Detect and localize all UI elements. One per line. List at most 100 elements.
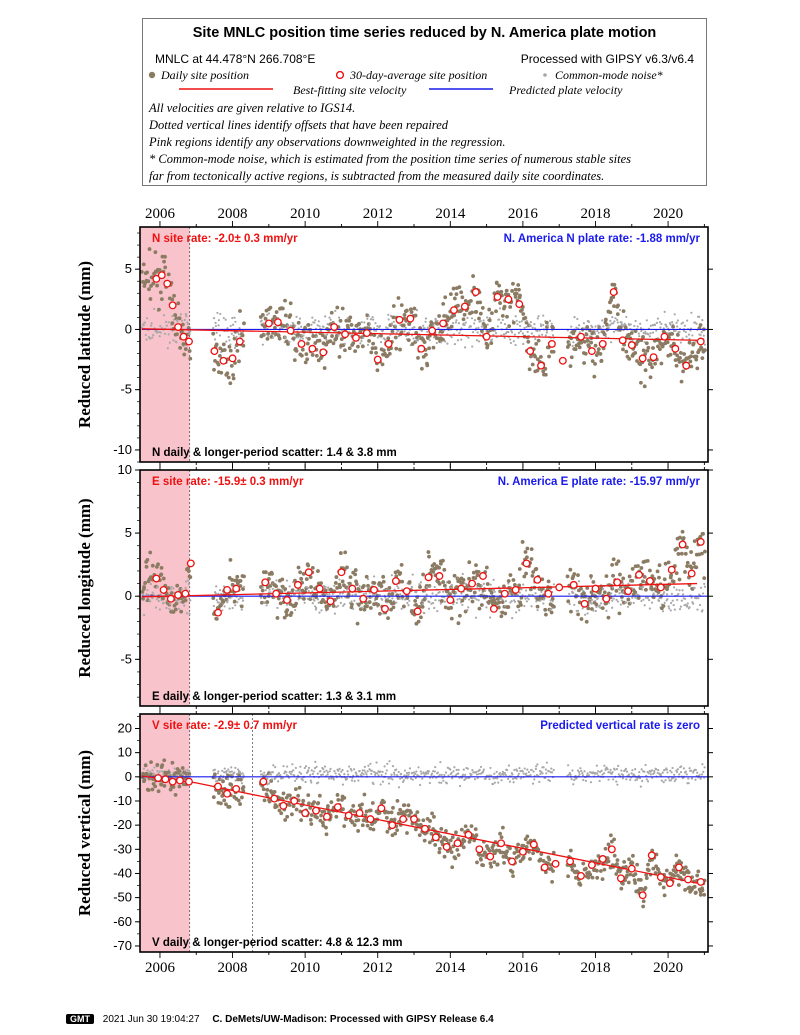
common-mode-point — [492, 588, 496, 592]
common-mode-point — [307, 590, 310, 593]
daily-point — [406, 338, 411, 343]
common-mode-point — [335, 605, 338, 609]
daily-point — [156, 562, 160, 567]
common-mode-point — [649, 332, 652, 335]
monthly-average-point — [675, 863, 683, 872]
daily-point — [672, 873, 677, 878]
daily-point — [321, 823, 326, 828]
daily-point — [226, 375, 231, 380]
monthly-average-point — [420, 824, 429, 833]
common-mode-point — [316, 598, 320, 601]
daily-point — [650, 587, 654, 592]
daily-point — [170, 297, 175, 302]
daily-point — [437, 850, 442, 855]
common-mode-point — [581, 607, 584, 610]
common-mode-point — [300, 597, 303, 600]
daily-point — [494, 848, 499, 853]
daily-point — [626, 332, 631, 337]
common-mode-point — [581, 772, 584, 775]
daily-point — [448, 292, 453, 296]
daily-point — [140, 589, 145, 594]
common-mode-point — [588, 601, 592, 604]
daily-point — [217, 353, 222, 358]
common-mode-point — [186, 768, 189, 772]
common-mode-point — [514, 315, 517, 318]
common-mode-point — [617, 773, 620, 776]
monthly-average-point — [264, 319, 273, 328]
daily-point — [299, 576, 304, 581]
common-mode-point — [453, 342, 456, 346]
common-mode-point — [662, 592, 665, 596]
common-mode-point — [612, 330, 616, 333]
daily-point — [265, 600, 270, 604]
common-mode-point — [315, 765, 318, 768]
common-mode-point — [645, 319, 648, 322]
common-mode-point — [509, 585, 512, 588]
monthly-average-point — [482, 332, 491, 341]
daily-point — [153, 250, 158, 255]
common-mode-point — [694, 778, 697, 781]
daily-point — [425, 363, 430, 368]
daily-point — [322, 366, 327, 370]
monthly-average-point — [607, 845, 616, 854]
daily-point — [621, 881, 625, 886]
common-mode-point — [526, 330, 529, 333]
common-mode-point — [611, 586, 615, 589]
common-mode-point — [417, 766, 420, 769]
common-mode-point — [550, 607, 553, 610]
common-mode-point — [391, 597, 394, 600]
common-mode-point — [432, 601, 435, 605]
common-mode-point — [318, 325, 321, 328]
common-mode-point — [546, 324, 549, 327]
common-mode-point — [267, 312, 270, 315]
daily-point — [529, 547, 534, 552]
daily-point — [675, 546, 680, 551]
common-mode-point — [515, 319, 518, 322]
common-mode-point — [225, 340, 228, 343]
common-mode-point — [502, 333, 506, 336]
daily-point — [437, 846, 442, 851]
daily-point — [470, 310, 474, 315]
daily-point — [212, 367, 216, 372]
common-mode-point — [594, 609, 597, 613]
daily-point — [686, 870, 691, 875]
daily-point — [587, 344, 591, 349]
common-mode-point — [175, 774, 179, 777]
common-mode-point — [404, 776, 407, 780]
daily-point — [471, 570, 476, 575]
common-mode-point — [403, 769, 407, 772]
common-mode-point — [374, 773, 377, 776]
common-mode-point — [218, 334, 221, 337]
common-mode-point — [701, 318, 704, 322]
daily-point — [299, 353, 304, 358]
common-mode-point — [598, 604, 601, 607]
daily-point — [161, 576, 166, 581]
common-mode-point — [690, 769, 693, 772]
daily-point — [507, 324, 512, 328]
daily-point — [296, 793, 301, 798]
monthly-average-point — [428, 326, 437, 335]
daily-point — [181, 342, 186, 346]
common-mode-point — [653, 771, 656, 774]
common-mode-point — [443, 600, 446, 603]
daily-point — [221, 599, 226, 604]
common-mode-point — [530, 605, 533, 608]
common-mode-point — [162, 314, 166, 317]
common-mode-point — [644, 332, 647, 335]
daily-point — [551, 869, 555, 873]
monthly-average-point — [569, 580, 578, 589]
daily-point — [146, 788, 151, 793]
daily-point — [155, 763, 160, 767]
daily-point — [323, 335, 328, 340]
common-mode-point — [687, 333, 691, 336]
monthly-average-point — [645, 577, 654, 586]
common-mode-point — [657, 599, 661, 602]
daily-point — [178, 345, 183, 350]
daily-point — [510, 289, 515, 293]
common-mode-point — [378, 324, 382, 328]
common-mode-point — [466, 767, 469, 770]
daily-point — [227, 804, 232, 809]
monthly-average-point — [235, 337, 244, 346]
average-position-legend-label: 30-day-average site position — [350, 68, 488, 82]
daily-point — [657, 563, 662, 568]
